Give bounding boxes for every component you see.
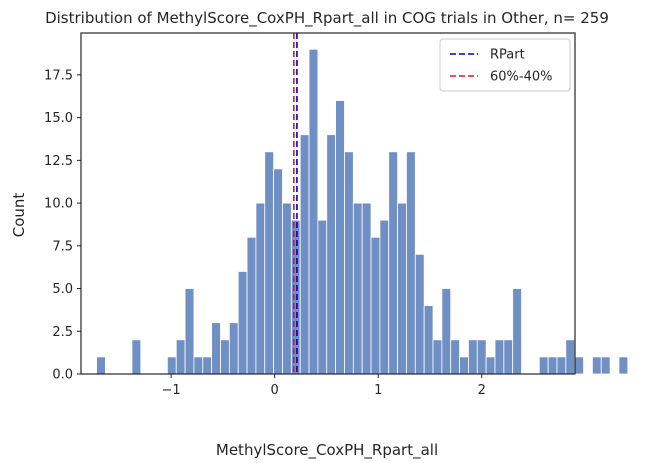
y-tick-label: 12.5 bbox=[44, 154, 73, 169]
histogram-bar bbox=[299, 134, 310, 375]
reference-lines bbox=[293, 33, 298, 374]
x-tick-label: 1 bbox=[374, 383, 382, 398]
histogram-bar bbox=[441, 288, 452, 375]
chart-title: Distribution of MethylScore_CoxPH_Rpart_… bbox=[45, 9, 609, 28]
histogram-bar bbox=[273, 168, 283, 375]
histogram-bar bbox=[131, 339, 142, 375]
histogram-bar bbox=[406, 151, 416, 375]
histogram-bar bbox=[538, 356, 549, 375]
histogram-bar bbox=[352, 202, 363, 375]
x-axis-ticks: −1 0 1 2 bbox=[162, 374, 486, 398]
histogram-bar bbox=[423, 305, 434, 375]
histogram-bar bbox=[184, 288, 195, 375]
y-tick-label: 2.5 bbox=[52, 325, 73, 340]
histogram-bar bbox=[379, 219, 390, 375]
histogram-bar bbox=[618, 356, 629, 375]
histogram-bar bbox=[512, 288, 522, 375]
histogram-bar bbox=[370, 236, 381, 375]
y-tick-label: 15.0 bbox=[44, 111, 73, 126]
legend: RPart 60%-40% bbox=[439, 38, 571, 92]
histogram-bar bbox=[556, 356, 567, 375]
histogram-bar bbox=[600, 356, 611, 375]
x-tick-label: 2 bbox=[478, 383, 486, 398]
histogram-bar bbox=[202, 356, 213, 375]
histogram-bar bbox=[494, 339, 505, 375]
histogram-bar bbox=[476, 339, 487, 375]
legend-entry-label: RPart bbox=[490, 48, 525, 63]
histogram-bar bbox=[255, 202, 266, 375]
histogram-bar bbox=[264, 151, 275, 375]
histogram-bar bbox=[503, 339, 514, 375]
histogram-bar bbox=[237, 271, 248, 375]
histogram-bars bbox=[96, 48, 629, 375]
histogram-bar bbox=[211, 322, 221, 375]
y-tick-label: 10.0 bbox=[44, 197, 73, 212]
histogram-bar bbox=[308, 48, 319, 375]
histogram-bar bbox=[220, 339, 230, 375]
histogram-bar bbox=[397, 202, 407, 375]
x-tick-label: 0 bbox=[271, 383, 279, 398]
legend-entry-label: 60%-40% bbox=[490, 70, 552, 85]
y-axis-ticks: 0.0 2.5 5.0 7.5 10.0 12.5 15.0 17.5 bbox=[44, 68, 81, 383]
histogram-bar bbox=[282, 202, 292, 375]
y-tick-label: 0.0 bbox=[52, 368, 73, 383]
histogram-bar bbox=[344, 151, 354, 375]
histogram-bar bbox=[193, 356, 204, 375]
histogram-bar bbox=[326, 134, 337, 375]
histogram-bar bbox=[485, 356, 496, 375]
y-tick-label: 5.0 bbox=[52, 282, 73, 297]
histogram-bar bbox=[432, 339, 443, 375]
histogram-bar bbox=[459, 356, 469, 375]
x-tick-label: −1 bbox=[162, 383, 181, 398]
x-axis-label: MethylScore_CoxPH_Rpart_all bbox=[216, 441, 438, 460]
histogram-bar bbox=[290, 219, 301, 375]
histogram-bar bbox=[246, 236, 257, 375]
y-axis-label: Count bbox=[10, 193, 28, 238]
histogram-bar bbox=[96, 356, 106, 375]
histogram-bar bbox=[361, 202, 372, 375]
histogram-bar bbox=[414, 253, 425, 375]
histogram-bar bbox=[574, 356, 584, 375]
histogram-bar bbox=[388, 151, 398, 375]
histogram-bar bbox=[335, 100, 345, 375]
y-tick-label: 17.5 bbox=[44, 68, 73, 83]
histogram-bar bbox=[547, 356, 558, 375]
legend-box bbox=[439, 38, 571, 92]
histogram-bar bbox=[450, 339, 460, 375]
histogram-bar bbox=[591, 356, 602, 375]
y-tick-label: 7.5 bbox=[52, 239, 73, 254]
histogram-bar bbox=[317, 219, 328, 375]
histogram-bar bbox=[166, 356, 177, 375]
histogram-bar bbox=[228, 322, 239, 375]
histogram-bar bbox=[565, 339, 576, 375]
histogram-bar bbox=[468, 339, 478, 375]
histogram-bar bbox=[175, 339, 186, 375]
